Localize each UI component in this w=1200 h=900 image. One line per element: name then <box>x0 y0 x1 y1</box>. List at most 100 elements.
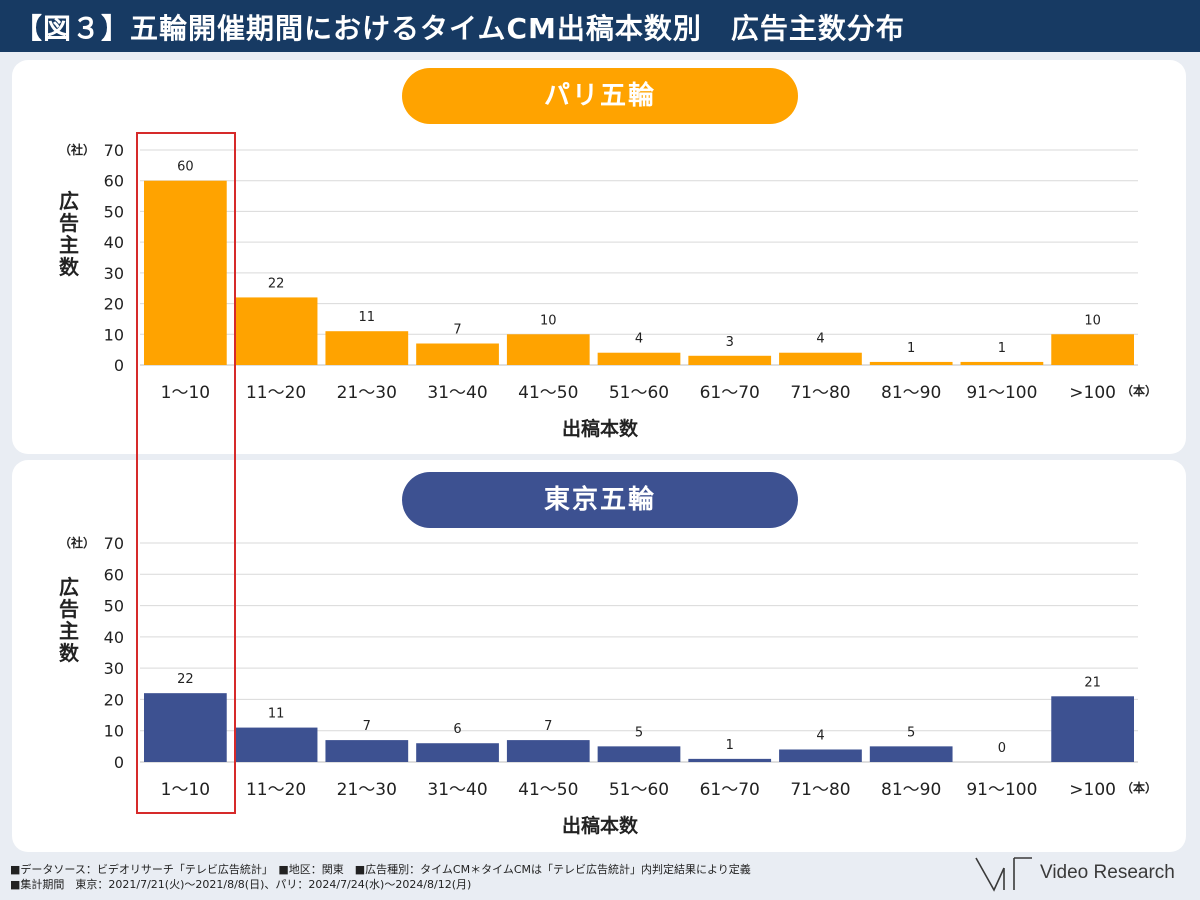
paris-data-label: 22 <box>268 276 285 291</box>
tokyo-y-axis-label-char: 広 <box>59 575 79 599</box>
footer-notes: ■データソース：ビデオリサーチ「テレビ広告統計」 ■地区：関東 ■広告種別：タイ… <box>10 862 751 892</box>
logo-text: Video Research <box>1040 862 1175 883</box>
paris-x-axis-label: 出稿本数 <box>562 417 639 440</box>
paris-data-label: 7 <box>453 323 461 338</box>
paris-bar <box>234 297 318 365</box>
tokyo-x-tick-label: >100 <box>1069 780 1116 800</box>
tokyo-x-unit: （本） <box>1121 780 1157 795</box>
paris-x-unit: （本） <box>1121 383 1157 398</box>
tokyo-data-label: 7 <box>544 719 552 734</box>
paris-chart-title: パリ五輪 <box>402 68 798 124</box>
paris-bar <box>597 352 681 365</box>
tokyo-data-label: 6 <box>453 722 461 737</box>
paris-x-tick-label: 71～80 <box>790 383 850 403</box>
paris-data-label: 10 <box>1084 313 1101 328</box>
paris-x-tick-label: 11～20 <box>246 383 306 403</box>
paris-data-label: 11 <box>359 310 376 325</box>
tokyo-bar <box>597 746 681 762</box>
tokyo-y-axis-label-char: 主 <box>59 619 79 643</box>
tokyo-chart-title: 東京五輪 <box>402 472 798 528</box>
video-research-logo: Video Research <box>974 854 1184 894</box>
paris-bar <box>325 331 409 365</box>
page-title: 【図３】五輪開催期間におけるタイムCM出稿本数別 広告主数分布 <box>14 12 905 45</box>
paris-y-tick-label: 20 <box>104 295 124 314</box>
tokyo-bar <box>506 740 590 762</box>
tokyo-data-label: 22 <box>177 672 194 687</box>
tokyo-x-tick-label: 91～100 <box>966 780 1037 800</box>
paris-x-tick-label: 91～100 <box>966 383 1037 403</box>
tokyo-bar <box>416 743 499 762</box>
paris-x-tick-label: 61～70 <box>700 383 760 403</box>
tokyo-y-tick-label: 20 <box>104 690 124 709</box>
paris-x-tick-label: >100 <box>1069 383 1116 403</box>
tokyo-data-label: 11 <box>268 707 285 722</box>
tokyo-bar <box>869 746 953 762</box>
footer-line-source: ■データソース：ビデオリサーチ「テレビ広告統計」 ■地区：関東 ■広告種別：タイ… <box>10 863 751 876</box>
paris-y-tick-label: 60 <box>104 172 124 191</box>
footer-line-period: ■集計期間 東京：2021/7/21(火)～2021/8/8(日)、パリ：202… <box>10 878 472 891</box>
tokyo-bar <box>688 758 772 762</box>
tokyo-y-tick-label: 70 <box>104 534 124 553</box>
paris-bar <box>960 361 1044 365</box>
paris-y-tick-label: 70 <box>104 141 124 160</box>
paris-data-label: 10 <box>540 313 557 328</box>
tokyo-data-label: 5 <box>635 725 643 740</box>
tokyo-y-axis-label-char: 告 <box>59 597 79 621</box>
tokyo-data-label: 7 <box>363 719 371 734</box>
paris-y-tick-label: 10 <box>104 325 124 344</box>
tokyo-y-tick-label: 60 <box>104 565 124 584</box>
paris-y-tick-label: 50 <box>104 202 124 221</box>
tokyo-data-label: 4 <box>816 728 824 743</box>
paris-data-label: 60 <box>177 160 194 175</box>
highlight-box-1-10 <box>136 132 236 814</box>
paris-y-axis-label-char: 告 <box>59 211 79 235</box>
paris-bar <box>1051 334 1134 365</box>
tokyo-bar <box>144 693 227 762</box>
tokyo-y-tick-label: 0 <box>114 753 124 772</box>
paris-bar <box>779 352 862 365</box>
tokyo-y-tick-label: 50 <box>104 597 124 616</box>
tokyo-data-label: 21 <box>1084 675 1101 690</box>
tokyo-y-unit: （社） <box>59 535 95 550</box>
paris-y-tick-label: 0 <box>114 356 124 375</box>
tokyo-x-tick-label: 11～20 <box>246 780 306 800</box>
paris-y-axis-label-char: 広 <box>59 189 79 213</box>
tokyo-bar <box>779 749 862 762</box>
tokyo-bar <box>234 727 318 762</box>
tokyo-x-tick-label: 81～90 <box>881 780 941 800</box>
paris-y-unit: （社） <box>59 142 95 157</box>
paris-x-tick-label: 1～10 <box>161 383 210 403</box>
tokyo-x-tick-label: 71～80 <box>790 780 850 800</box>
paris-data-label: 1 <box>907 341 915 356</box>
tokyo-y-tick-label: 10 <box>104 722 124 741</box>
paris-x-tick-label: 21～30 <box>337 383 397 403</box>
paris-data-label: 4 <box>635 332 643 347</box>
paris-data-label: 1 <box>998 341 1006 356</box>
paris-y-tick-label: 40 <box>104 233 124 252</box>
paris-y-axis-label-char: 主 <box>59 233 79 257</box>
paris-x-tick-label: 31～40 <box>427 383 487 403</box>
tokyo-y-tick-label: 30 <box>104 659 124 678</box>
header-bar: 【図３】五輪開催期間におけるタイムCM出稿本数別 広告主数分布 <box>0 0 1200 52</box>
paris-bar <box>506 334 590 365</box>
paris-data-label: 3 <box>726 335 734 350</box>
paris-y-tick-label: 30 <box>104 264 124 283</box>
tokyo-data-label: 0 <box>998 741 1006 756</box>
tokyo-bar <box>1051 696 1134 762</box>
tokyo-x-tick-label: 51～60 <box>609 780 669 800</box>
tokyo-x-tick-label: 31～40 <box>427 780 487 800</box>
paris-x-tick-label: 51～60 <box>609 383 669 403</box>
paris-data-label: 4 <box>816 332 824 347</box>
tokyo-data-label: 5 <box>907 725 915 740</box>
paris-bar <box>869 361 953 365</box>
tokyo-x-tick-label: 61～70 <box>700 780 760 800</box>
paris-bar <box>688 355 772 365</box>
tokyo-x-tick-label: 41～50 <box>518 780 578 800</box>
tokyo-y-tick-label: 40 <box>104 628 124 647</box>
paris-bar <box>416 343 499 365</box>
vr-logo-icon <box>975 857 1032 892</box>
paris-y-axis-label-char: 数 <box>59 255 80 279</box>
paris-x-tick-label: 41～50 <box>518 383 578 403</box>
tokyo-y-axis-label-char: 数 <box>59 641 80 665</box>
tokyo-x-tick-label: 1～10 <box>161 780 210 800</box>
